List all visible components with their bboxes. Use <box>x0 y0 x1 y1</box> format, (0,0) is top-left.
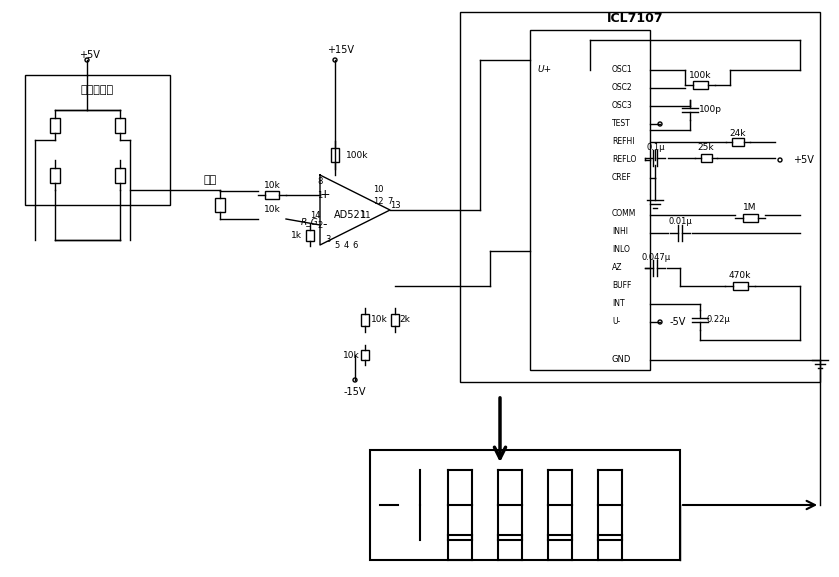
Text: COMM: COMM <box>612 209 636 219</box>
Text: 10k: 10k <box>342 350 359 359</box>
Text: 10k: 10k <box>263 181 280 189</box>
Text: 0.1μ: 0.1μ <box>647 144 665 152</box>
Bar <box>460 12 820 382</box>
Bar <box>265 191 279 199</box>
Bar <box>50 118 60 133</box>
Bar <box>732 138 744 146</box>
Text: 2: 2 <box>317 220 323 230</box>
Bar <box>50 167 60 182</box>
Text: 100k: 100k <box>346 151 368 159</box>
Text: INHI: INHI <box>612 227 628 237</box>
Bar <box>331 148 339 162</box>
Text: REFHI: REFHI <box>612 137 634 147</box>
Text: 24k: 24k <box>730 129 746 137</box>
Text: 1: 1 <box>317 190 323 200</box>
Text: +5V: +5V <box>793 155 814 165</box>
Text: +15V: +15V <box>327 45 354 55</box>
Text: -: - <box>323 219 327 231</box>
Text: 470k: 470k <box>729 272 751 280</box>
Text: -15V: -15V <box>344 387 367 397</box>
Bar <box>370 450 680 560</box>
Bar <box>692 81 707 89</box>
Bar <box>743 214 758 222</box>
Bar <box>306 230 314 241</box>
Text: 25k: 25k <box>698 144 714 152</box>
Text: 11: 11 <box>360 211 370 219</box>
Text: 10k: 10k <box>371 316 388 324</box>
Text: 1k: 1k <box>290 230 301 239</box>
Bar <box>361 314 369 326</box>
Text: 7: 7 <box>388 197 393 207</box>
Text: REFLO: REFLO <box>612 155 636 164</box>
Text: INLO: INLO <box>612 245 630 254</box>
Bar <box>701 154 711 162</box>
Text: 压力传感器: 压力传感器 <box>81 85 114 95</box>
Text: OSC1: OSC1 <box>612 66 633 74</box>
Text: 调零: 调零 <box>203 175 216 185</box>
Text: 0.01μ: 0.01μ <box>668 218 692 227</box>
Text: GND: GND <box>612 355 632 365</box>
Bar <box>361 350 369 360</box>
Text: 10: 10 <box>373 185 383 194</box>
Text: CREF: CREF <box>612 174 632 182</box>
Text: 12: 12 <box>373 197 383 207</box>
Text: BUFF: BUFF <box>612 282 632 290</box>
Text: 4: 4 <box>343 241 349 249</box>
Text: AD521: AD521 <box>334 210 367 220</box>
Bar <box>115 167 125 182</box>
Text: 13: 13 <box>389 200 400 209</box>
Text: R_G: R_G <box>301 218 319 227</box>
Text: +5V: +5V <box>79 50 100 60</box>
Text: +: + <box>320 189 331 201</box>
Bar <box>530 30 650 370</box>
Text: OSC3: OSC3 <box>612 102 633 111</box>
Text: 100p: 100p <box>699 106 722 114</box>
Text: 0.047μ: 0.047μ <box>642 253 670 263</box>
Text: 3: 3 <box>326 235 331 245</box>
Bar <box>25 75 170 205</box>
Text: 1M: 1M <box>743 204 757 212</box>
Text: U+: U+ <box>538 66 552 74</box>
Text: 8: 8 <box>317 178 323 186</box>
Bar <box>391 314 399 326</box>
Text: 2k: 2k <box>399 316 410 324</box>
Polygon shape <box>320 175 390 245</box>
Bar <box>215 198 225 212</box>
Text: 10k: 10k <box>263 205 280 215</box>
Text: U-: U- <box>612 317 620 327</box>
Text: 100k: 100k <box>689 70 711 80</box>
Text: -5V: -5V <box>670 317 686 327</box>
Text: 14: 14 <box>310 211 320 219</box>
Bar <box>732 282 748 290</box>
Text: 5: 5 <box>335 241 340 249</box>
Text: 0.22μ: 0.22μ <box>706 316 730 324</box>
Text: TEST: TEST <box>612 119 631 129</box>
Text: 6: 6 <box>352 241 357 249</box>
Bar <box>115 118 125 133</box>
Text: ICL7107: ICL7107 <box>607 12 664 24</box>
Text: OSC2: OSC2 <box>612 84 633 92</box>
Text: INT: INT <box>612 299 624 309</box>
Text: AZ: AZ <box>612 264 623 272</box>
